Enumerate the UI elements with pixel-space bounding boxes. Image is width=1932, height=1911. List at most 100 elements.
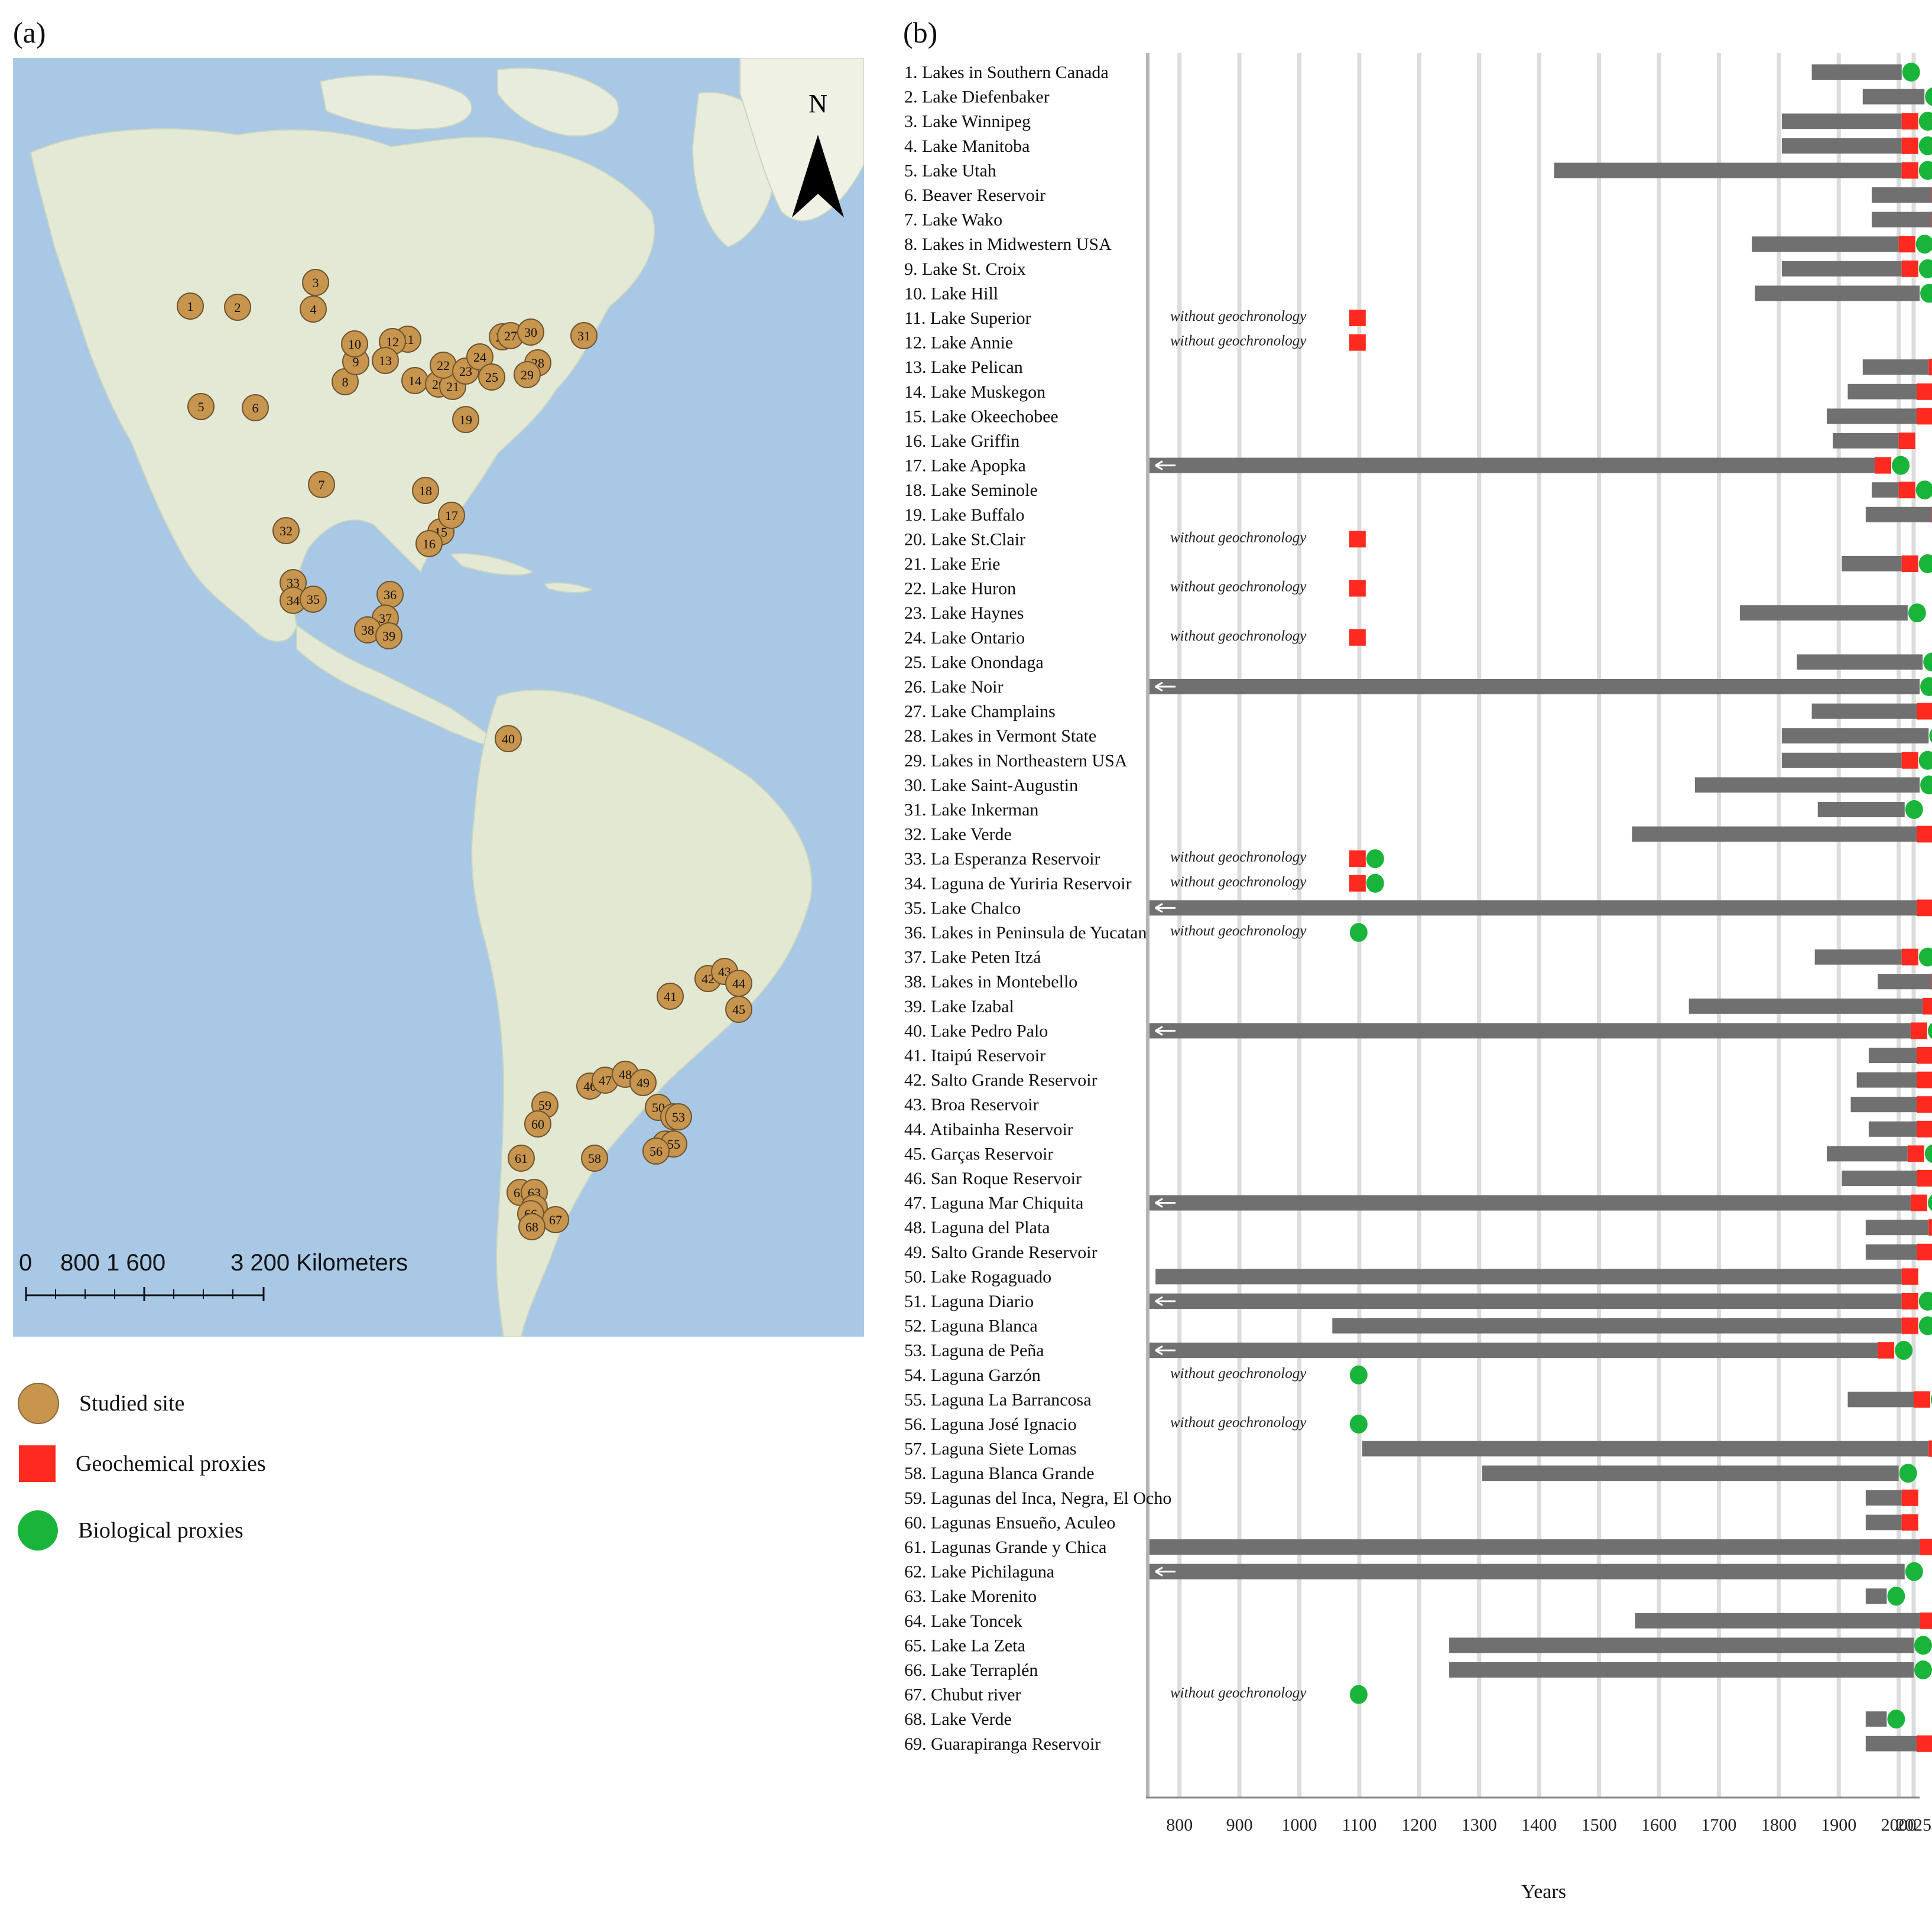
row-label: 26. Lake Noir bbox=[904, 677, 1003, 697]
biological-marker bbox=[1899, 1464, 1917, 1483]
row-label: 35. Lake Chalco bbox=[904, 898, 1021, 918]
site-number: 42 bbox=[702, 971, 715, 986]
time-span-bar bbox=[1150, 1294, 1902, 1309]
row-label: 65. Lake La Zeta bbox=[904, 1636, 1025, 1655]
row: 64. Lake Toncek bbox=[904, 1611, 1932, 1631]
site-number: 21 bbox=[446, 379, 459, 394]
geochemical-marker bbox=[1907, 1145, 1924, 1162]
row: 35. Lake Chalco bbox=[904, 898, 1932, 918]
time-span-bar bbox=[1332, 1318, 1902, 1334]
time-span-bar bbox=[1847, 1392, 1914, 1408]
time-span-bar bbox=[1865, 1490, 1902, 1506]
row-label: 4. Lake Manitoba bbox=[904, 136, 1030, 156]
row: 13. Lake Pelican bbox=[904, 358, 1932, 377]
row-label: 13. Lake Pelican bbox=[904, 358, 1023, 377]
row: 51. Laguna Diario bbox=[904, 1292, 1932, 1311]
biological-marker bbox=[1918, 1316, 1932, 1335]
geochemical-marker bbox=[1901, 113, 1918, 130]
site-number: 59 bbox=[538, 1098, 551, 1113]
row: 7. Lake Wako bbox=[904, 210, 1932, 230]
row-label: 25. Lake Onondaga bbox=[904, 652, 1044, 672]
site-number: 25 bbox=[485, 370, 498, 385]
row: 54. Laguna Garzón without geochronology bbox=[904, 1365, 1368, 1385]
row: 6. Beaver Reservoir bbox=[904, 186, 1932, 205]
row: 40. Lake Pedro Palo bbox=[904, 1021, 1932, 1041]
row-label: 23. Lake Haynes bbox=[904, 603, 1024, 623]
biological-marker bbox=[1927, 1195, 1932, 1211]
row-label: 49. Salto Grande Reservoir bbox=[904, 1243, 1097, 1262]
row: 34. Laguna de Yuriria Reservoir without g… bbox=[904, 873, 1384, 893]
site-marker: 34 bbox=[280, 587, 307, 614]
row: 68. Lake Verde bbox=[904, 1710, 1905, 1729]
time-span-bar bbox=[1865, 1736, 1917, 1751]
row: 66. Lake Terraplén bbox=[904, 1660, 1932, 1680]
biological-marker bbox=[1366, 873, 1384, 893]
time-span-bar bbox=[1739, 605, 1908, 621]
time-span-bar bbox=[1694, 777, 1920, 793]
no-geochronology-label: without geochronology bbox=[1170, 1415, 1307, 1431]
row: 65. Lake La Zeta bbox=[904, 1636, 1932, 1655]
site-marker: 45 bbox=[725, 996, 752, 1023]
site-number: 9 bbox=[353, 355, 359, 369]
geochemical-marker bbox=[1917, 826, 1932, 843]
row-label: 36. Lakes in Peninsula de Yucatan bbox=[904, 923, 1147, 942]
site-number: 48 bbox=[619, 1067, 632, 1082]
row: 2. Lake Diefenbaker bbox=[904, 87, 1932, 107]
row: 56. Laguna José Ignacio without geochrono… bbox=[904, 1415, 1368, 1434]
row-label: 41. Itaipú Reservoir bbox=[904, 1046, 1045, 1065]
biological-marker bbox=[1892, 456, 1910, 475]
biological-marker bbox=[1887, 1710, 1905, 1729]
geochemical-marker bbox=[1917, 1243, 1932, 1260]
row-label: 14. Lake Muskegon bbox=[904, 382, 1045, 402]
time-span-bar bbox=[1689, 998, 1923, 1014]
chart-grid bbox=[1146, 53, 1916, 1798]
x-tick-label: 1000 bbox=[1282, 1815, 1317, 1835]
geochemical-marker bbox=[1923, 997, 1932, 1015]
row: 63. Lake Morenito bbox=[904, 1587, 1905, 1606]
biological-marker bbox=[1929, 729, 1932, 743]
row-label: 19. Lake Buffalo bbox=[904, 505, 1025, 525]
time-span-bar bbox=[1872, 187, 1932, 203]
site-marker: 29 bbox=[514, 361, 541, 388]
time-span-bar bbox=[1842, 1171, 1917, 1186]
biological-marker bbox=[1908, 603, 1926, 623]
arrow-icon bbox=[1155, 681, 1176, 692]
row-label: 50. Lake Rogaguado bbox=[904, 1267, 1051, 1286]
site-marker: 5 bbox=[187, 393, 215, 420]
row: 30. Lake Saint-Augustin bbox=[904, 775, 1932, 795]
biological-marker bbox=[1918, 1292, 1932, 1311]
row: 36. Lakes in Peninsula de Yucatan without… bbox=[904, 923, 1368, 942]
time-span-bar bbox=[1482, 1465, 1899, 1481]
geochemical-marker bbox=[1928, 1219, 1932, 1236]
row-label: 22. Lake Huron bbox=[904, 579, 1016, 599]
geochemical-marker bbox=[1917, 899, 1932, 916]
biological-marker bbox=[1895, 1341, 1913, 1360]
north-label: N bbox=[808, 89, 827, 118]
row-label: 24. Lake Ontario bbox=[904, 628, 1025, 648]
site-marker: 49 bbox=[629, 1069, 657, 1096]
time-span-bar bbox=[1817, 802, 1905, 817]
no-geochronology-label: without geochronology bbox=[1170, 529, 1307, 545]
row: 25. Lake Onondaga bbox=[904, 652, 1932, 672]
time-span-bar bbox=[1449, 1637, 1914, 1653]
geochemical-marker bbox=[1917, 1096, 1932, 1113]
time-span-bar bbox=[1865, 1244, 1917, 1260]
row-label: 31. Lake Inkerman bbox=[904, 800, 1038, 820]
site-number: 49 bbox=[637, 1075, 650, 1090]
arrow-icon bbox=[1155, 1566, 1176, 1577]
panel-b-label: (b) bbox=[903, 16, 938, 49]
time-span-bar bbox=[1155, 1269, 1902, 1285]
time-span-bar bbox=[1449, 1662, 1914, 1678]
biological-marker bbox=[1905, 1562, 1923, 1581]
site-number: 44 bbox=[732, 976, 745, 991]
time-span-bar bbox=[1150, 1343, 1878, 1358]
time-span-bar bbox=[1362, 1441, 1929, 1457]
row-label: 66. Lake Terraplén bbox=[904, 1660, 1038, 1680]
site-number: 10 bbox=[348, 337, 361, 352]
site-number: 27 bbox=[504, 329, 517, 343]
biological-marker bbox=[1918, 259, 1932, 278]
row: 57. Laguna Siete Lomas bbox=[904, 1439, 1932, 1459]
biological-marker bbox=[1923, 652, 1932, 672]
site-marker: 53 bbox=[665, 1103, 692, 1130]
